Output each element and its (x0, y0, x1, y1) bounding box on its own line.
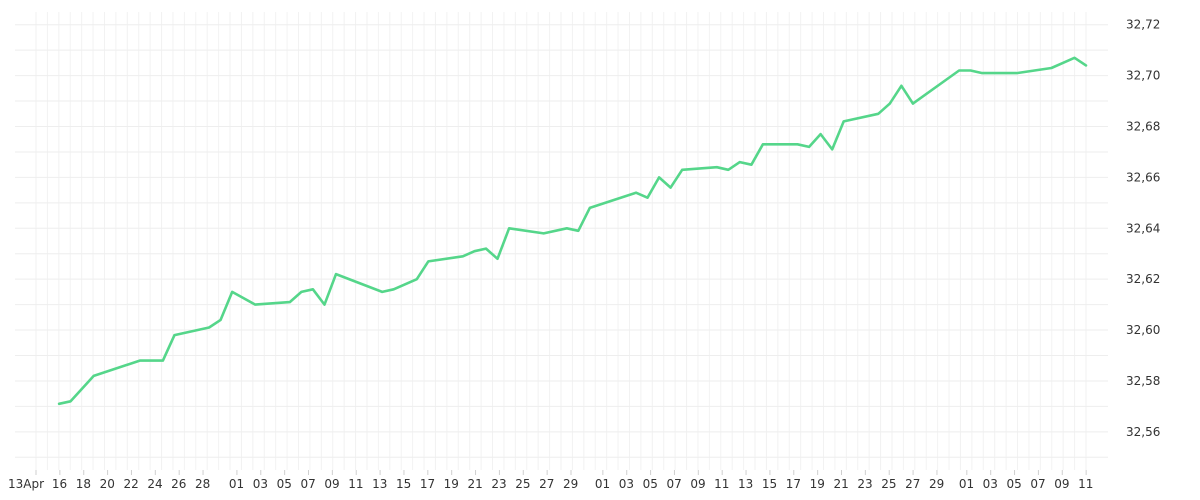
x-tick-label: 15 (396, 477, 411, 491)
x-tick-label: 05 (643, 477, 658, 491)
x-tick-label: 09 (690, 477, 705, 491)
x-tick-label: 26 (171, 477, 186, 491)
x-tick-label: 19 (444, 477, 459, 491)
x-tick-label: 19 (810, 477, 825, 491)
x-tick-label: 03 (253, 477, 268, 491)
series-layer (57, 56, 1088, 406)
x-tick-label: 21 (468, 477, 483, 491)
x-tick-label: 03 (619, 477, 634, 491)
x-tick-label: 28 (195, 477, 210, 491)
x-tick-label: 05 (1007, 477, 1022, 491)
y-tick-label: 32,72 (1126, 18, 1160, 32)
y-tick-label: 32,60 (1126, 323, 1160, 337)
x-tick-label: 22 (123, 477, 138, 491)
x-tick-label: 01 (595, 477, 610, 491)
x-tick-label: 23 (857, 477, 872, 491)
y-tick-label: 32,56 (1126, 425, 1160, 439)
x-tick-label: 13 (738, 477, 753, 491)
x-tick-label: 21 (834, 477, 849, 491)
x-tick-label: 11 (1078, 477, 1093, 491)
y-tick-label: 32,64 (1126, 221, 1160, 235)
x-tick-label: 15 (762, 477, 777, 491)
x-tick-label: 24 (147, 477, 162, 491)
y-tick-label: 32,70 (1126, 69, 1160, 83)
x-tick-label: 16 (52, 477, 67, 491)
x-tick-label: 20 (100, 477, 115, 491)
x-tick-label: 27 (539, 477, 554, 491)
x-tick-label: 11 (714, 477, 729, 491)
x-tick-label: 07 (301, 477, 316, 491)
x-tick-label: 17 (420, 477, 435, 491)
x-tick-label: 03 (983, 477, 998, 491)
x-tick-label: 07 (666, 477, 681, 491)
x-tick-label: 13Apr (8, 477, 44, 491)
x-tick-label: 01 (229, 477, 244, 491)
x-tick-label: 29 (929, 477, 944, 491)
axes: 32,56 32,58 32,60 32,62 32,64 32,66 32,68 32,70… (8, 18, 1160, 491)
x-tick-label: 29 (563, 477, 578, 491)
x-tick-label: 07 (1030, 477, 1045, 491)
x-tick-label: 27 (905, 477, 920, 491)
x-tick-label: 17 (786, 477, 801, 491)
x-tick-label: 05 (277, 477, 292, 491)
x-tick-label: 01 (959, 477, 974, 491)
grid (15, 12, 1108, 470)
x-tick-label: 09 (1054, 477, 1069, 491)
y-tick-label: 32,62 (1126, 272, 1160, 286)
x-tick-label: 25 (515, 477, 530, 491)
y-tick-label: 32,68 (1126, 120, 1160, 134)
y-tick-label: 32,58 (1126, 374, 1160, 388)
x-tick-label: 11 (348, 477, 363, 491)
x-tick-label: 18 (76, 477, 91, 491)
y-tick-label: 32,66 (1126, 170, 1160, 184)
x-tick-label: 09 (324, 477, 339, 491)
x-tick-label: 13 (372, 477, 387, 491)
x-tick-label: 23 (491, 477, 506, 491)
x-tick-label: 25 (881, 477, 896, 491)
